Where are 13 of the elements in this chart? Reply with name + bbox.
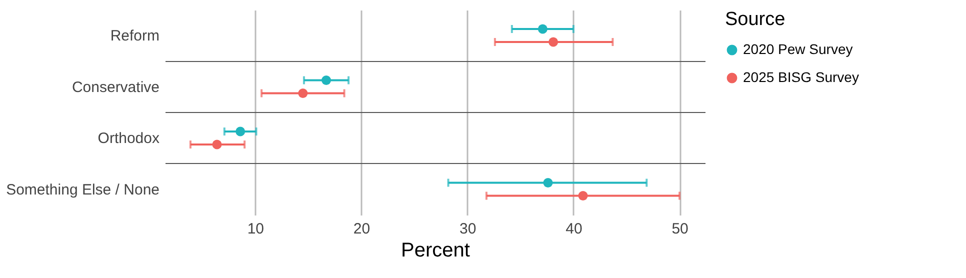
legend-label: 2020 Pew Survey bbox=[743, 41, 853, 57]
x-tick-label: 10 bbox=[247, 220, 264, 238]
legend-label: 2025 BISG Survey bbox=[743, 69, 859, 85]
x-tick-label: 20 bbox=[353, 220, 370, 238]
x-tick-label: 40 bbox=[566, 220, 582, 238]
legend-title: Source bbox=[725, 9, 786, 30]
y-tick-label: Conservative bbox=[72, 78, 160, 96]
y-tick-label: Something Else / None bbox=[6, 181, 160, 198]
x-tick-label: 50 bbox=[672, 220, 688, 238]
y-tick-label: Orthodox bbox=[98, 130, 160, 148]
x-tick-label: 30 bbox=[460, 220, 476, 238]
y-tick-label: Reform bbox=[110, 28, 160, 45]
x-axis-title: Percent bbox=[401, 240, 470, 262]
